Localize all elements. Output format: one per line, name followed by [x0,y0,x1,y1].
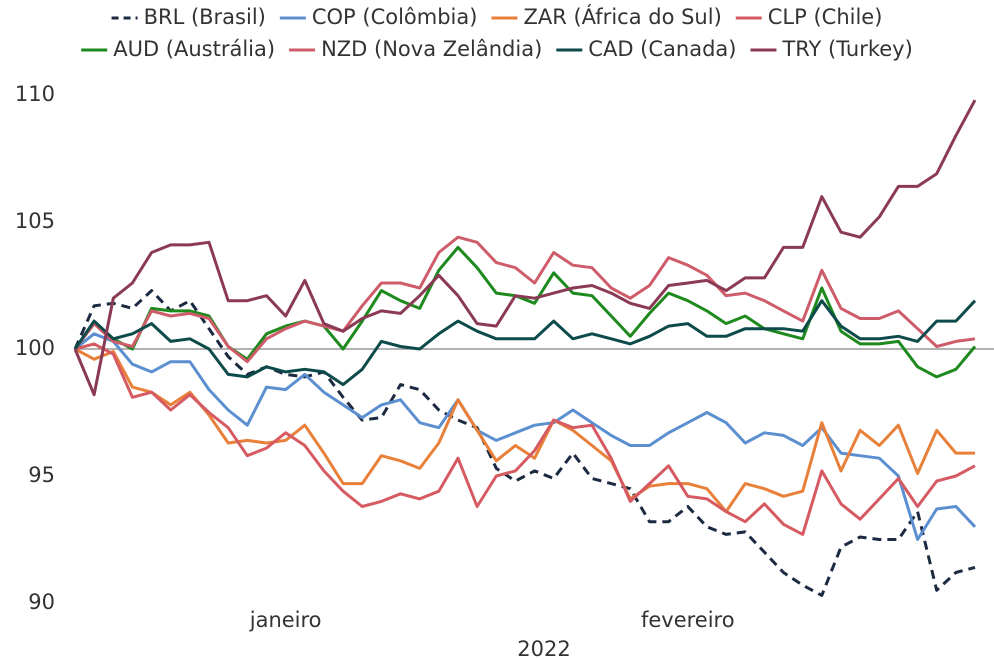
legend-item: COP (Colômbia) [279,5,478,29]
y-tick-label: 100 [15,336,55,360]
legend-label: CLP (Chile) [768,5,883,29]
legend-label: AUD (Austrália) [113,37,275,61]
x-tick-label: janeiro [249,608,322,632]
legend-item: ZAR (África do Sul) [491,4,722,29]
x-axis-label: 2022 [517,637,570,660]
series-line [73,235,976,364]
y-tick-label: 90 [28,590,55,614]
legend-label: BRL (Brasil) [144,5,266,29]
legend-label: ZAR (África do Sul) [523,4,721,29]
series-line [73,289,976,597]
series-line [73,99,977,397]
legend-label: CAD (Canada) [588,37,736,61]
legend-item: TRY (Turkey) [750,37,913,61]
series-line [73,245,977,379]
legend-item: BRL (Brasil) [111,5,266,29]
legend-item: NZD (Nova Zelândia) [289,37,542,61]
y-tick-label: 95 [28,463,55,487]
series-line [74,332,977,541]
legend-label: NZD (Nova Zelândia) [321,37,542,61]
legend-item: CLP (Chile) [735,5,883,29]
x-tick-label: fevereiro [641,608,735,632]
series-line [74,347,975,514]
legend-item: CAD (Canada) [556,37,736,61]
y-tick-label: 110 [15,82,55,106]
series-line [73,299,977,387]
legend-label: TRY (Turkey) [781,37,912,61]
legend-item: AUD (Austrália) [81,37,275,61]
y-tick-label: 105 [15,209,55,233]
series-line [74,342,976,536]
legend-label: COP (Colômbia) [312,5,478,29]
